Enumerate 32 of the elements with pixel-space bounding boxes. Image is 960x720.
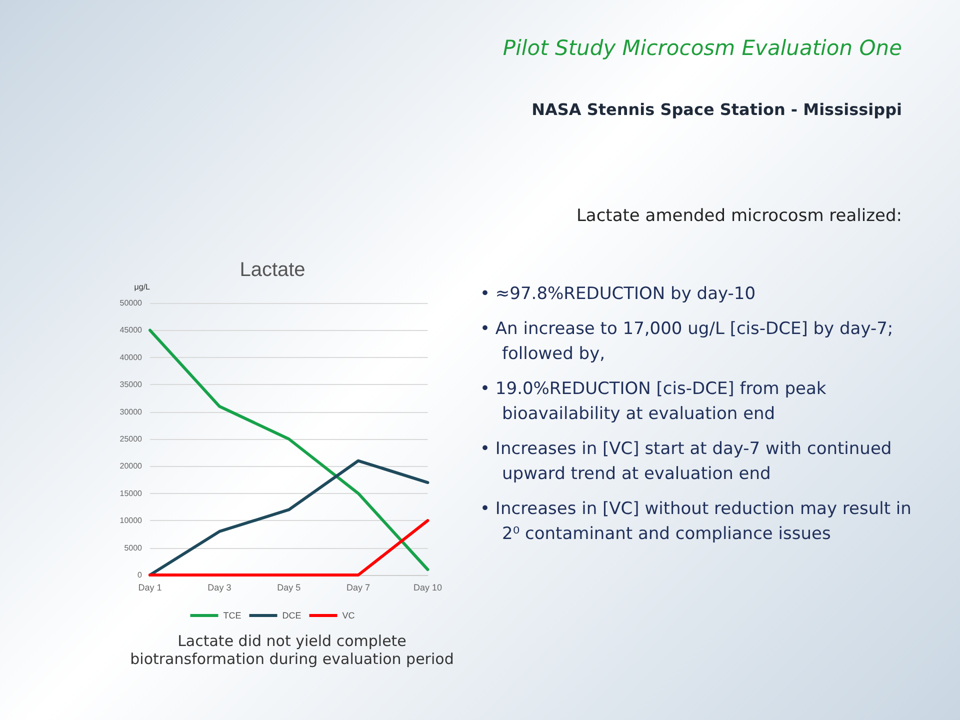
line-series <box>148 328 430 572</box>
y-axis-title: μg/L <box>134 282 151 292</box>
text: Lactate amended microcosm realized: <box>576 206 902 226</box>
y-tick-label: 40000 <box>120 352 143 362</box>
text: Pilot Study Microcosm Evaluation One <box>502 36 902 60</box>
y-tick-label: 5000 <box>124 543 143 552</box>
legend-label: DCE <box>282 610 302 620</box>
y-tick-label: 25000 <box>120 434 143 444</box>
x-tick-label: Day 10 <box>413 582 442 592</box>
text: • Increases in [VC] start at day-7 with continued upward trend at evaluation end <box>480 438 893 486</box>
text: Lactate did not yield complete biotransformation during evaluation period <box>129 632 455 668</box>
y-tick-label: 30000 <box>120 407 143 416</box>
y-tick-label: 35000 <box>120 380 143 390</box>
text: • 19.0%REDUCTION [cis-DCE] from peak bioavailability at evaluation end <box>480 378 828 426</box>
y-tick-label: 50000 <box>120 298 143 308</box>
legend-label: TCE <box>223 610 242 620</box>
y-tick-label: 45000 <box>120 326 143 335</box>
x-tick-label: Day 5 <box>277 582 301 592</box>
x-tick-label: Day 7 <box>346 582 370 592</box>
y-tick-label: 15000 <box>120 488 143 498</box>
line-series <box>148 459 430 576</box>
y-tick-label: 10000 <box>120 516 143 526</box>
text: • Increases in [VC] without reduction may result in 2⁰ contaminant and compliance issues <box>480 498 912 546</box>
text: • An increase to 17,000 ug/L [cis-DCE] by day-7; followed by, <box>480 318 894 366</box>
legend-label: VC <box>342 610 356 620</box>
x-tick-label: Day 1 <box>138 582 162 592</box>
x-tick-label: Day 3 <box>208 582 232 592</box>
chart-title: Lactate <box>240 259 306 281</box>
y-tick-label: 20000 <box>120 462 143 471</box>
y-tick-label: 0 <box>138 570 143 580</box>
text: NASA Stennis Space Station - Mississippi <box>532 100 902 119</box>
text: • ≈97.8%REDUCTION by day-10 <box>480 283 757 306</box>
